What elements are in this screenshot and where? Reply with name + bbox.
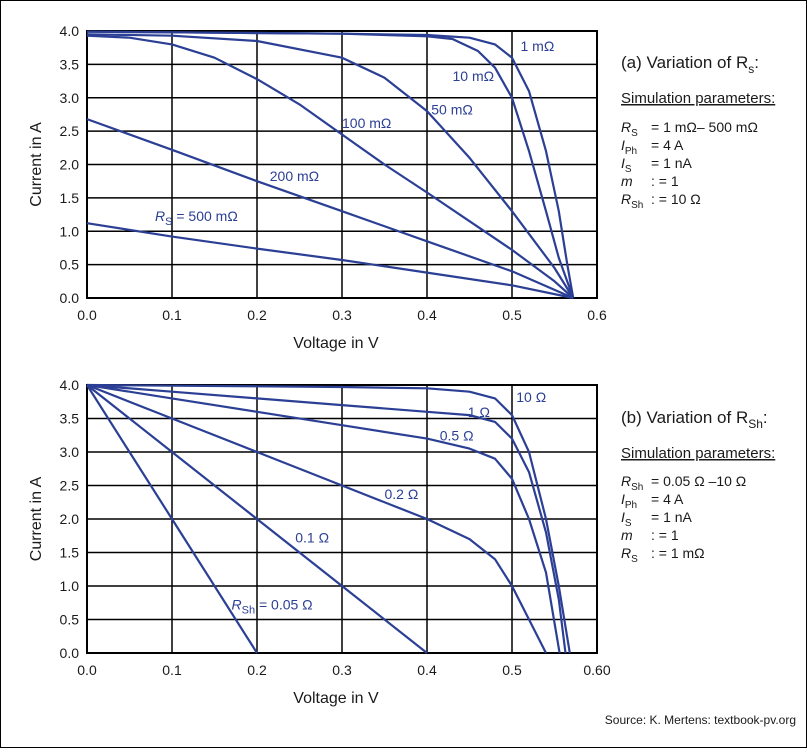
series-label: 1 Ω: [468, 404, 490, 420]
y-tick-label: 1.5: [60, 190, 80, 206]
y-tick-label: 2.0: [60, 511, 80, 527]
y-tick-label: 1.0: [60, 223, 80, 239]
param-value: = 1 nA: [651, 509, 693, 525]
param-line: IS: [621, 509, 632, 529]
x-tick-label: 0.1: [162, 307, 182, 323]
series-label: 100 mΩ: [342, 115, 391, 131]
y-tick-label: 4.0: [60, 377, 80, 393]
series-label: 10 Ω: [516, 389, 546, 405]
series-label: 200 mΩ: [270, 168, 319, 184]
y-tick-label: 3.0: [60, 444, 80, 460]
x-tick-label: 0.3: [332, 662, 352, 678]
series-line: [86, 383, 561, 654]
panel-title: (b) Variation of RSh:: [621, 408, 768, 431]
x-tick-label: 0.0: [77, 662, 97, 678]
series-line: [86, 383, 567, 654]
param-value: : = 10 Ω: [651, 191, 701, 207]
param-line: IS: [621, 155, 632, 175]
y-tick-label: 2.5: [60, 123, 80, 139]
y-tick-label: 0.0: [60, 290, 80, 306]
y-tick-label: 1.5: [60, 545, 80, 561]
series-label: 10 mΩ: [453, 68, 495, 84]
series-label: RSh = 0.05 Ω: [232, 596, 313, 616]
params-heading: Simulation parameters:: [621, 90, 775, 107]
grid: [86, 30, 598, 299]
param-value: = 1 mΩ– 500 mΩ: [651, 119, 758, 135]
x-tick-label: 0.6: [587, 307, 607, 323]
x-tick-label: 0.4: [417, 307, 437, 323]
param-line: IPh: [621, 491, 637, 511]
y-tick-label: 0.5: [60, 612, 80, 628]
param-line: RSh: [621, 191, 643, 211]
series-line: [86, 222, 574, 300]
x-tick-label: 0.0: [77, 307, 97, 323]
series-line: [86, 384, 428, 654]
y-axis-title: Current in A: [28, 476, 45, 561]
param-value: = 4 A: [651, 491, 684, 507]
x-axis-title: Voltage in V: [293, 690, 379, 707]
param-line: RSh: [621, 473, 643, 493]
y-tick-label: 3.0: [60, 90, 80, 106]
series-label: RS = 500 mΩ: [155, 208, 238, 228]
x-tick-label: 0.5: [502, 307, 522, 323]
y-tick-label: 3.5: [60, 411, 80, 427]
series-label: 50 mΩ: [431, 101, 473, 117]
plot-border: [86, 384, 598, 654]
param-value: = 0.05 Ω –10 Ω: [651, 473, 746, 489]
series-line: [86, 383, 547, 654]
y-tick-label: 2.5: [60, 478, 80, 494]
x-axis-title: Voltage in V: [293, 335, 379, 352]
chart-b: 0.0 0.1 0.2 0.3 0.4 0.5 0.60 0.0 0.5 1.0 1.5 2.0 2.5…: [28, 377, 775, 707]
source-credit: Source: K. Mertens: textbook-pv.org: [605, 713, 796, 727]
param-value: : = 1 mΩ: [651, 545, 705, 561]
series-label: 0.1 Ω: [295, 529, 329, 545]
y-tick-label: 3.5: [60, 56, 80, 72]
series-label: 0.2 Ω: [385, 486, 419, 502]
param-value: : = 1: [651, 527, 679, 543]
series-lines: [86, 383, 571, 654]
series-line: [86, 384, 258, 654]
x-tick-label: 0.60: [583, 662, 610, 678]
series-line: [86, 30, 575, 299]
plot-border: [86, 30, 598, 299]
x-tick-label: 0.2: [247, 662, 267, 678]
series-label: 1 mΩ: [521, 38, 555, 54]
param-value: = 1 nA: [651, 155, 693, 171]
series-lines: [86, 30, 575, 300]
series-line: [86, 34, 574, 299]
x-tick-label: 0.3: [332, 307, 352, 323]
param-value: : = 1: [651, 173, 679, 189]
params-heading: Simulation parameters:: [621, 445, 775, 462]
x-tick-label: 0.1: [162, 662, 182, 678]
param-line: RS: [621, 545, 638, 565]
y-tick-label: 0.5: [60, 257, 80, 273]
x-tick-label: 0.2: [247, 307, 267, 323]
panel-title: (a) Variation of Rs:: [621, 53, 759, 76]
series-line: [86, 118, 574, 300]
param-line: RS: [621, 119, 638, 139]
y-tick-label: 0.0: [60, 645, 80, 661]
y-tick-label: 4.0: [60, 23, 80, 39]
x-tick-label: 0.5: [502, 662, 522, 678]
chart-a: 0.0 0.1 0.2 0.3 0.4 0.5 0.6 0.0 0.5 1.0 1.5 2.0 2.5 3…: [28, 23, 775, 352]
x-tick-label: 0.4: [417, 662, 437, 678]
y-axis-title: Current in A: [28, 122, 45, 207]
y-tick-label: 1.0: [60, 578, 80, 594]
param-line: IPh: [621, 137, 637, 157]
param-line: m: [621, 527, 633, 543]
y-tick-label: 2.0: [60, 157, 80, 173]
series-line: [86, 33, 575, 299]
series-label: 0.5 Ω: [440, 428, 474, 444]
series-line: [86, 383, 571, 654]
param-line: m: [621, 173, 633, 189]
param-value: = 4 A: [651, 137, 684, 153]
